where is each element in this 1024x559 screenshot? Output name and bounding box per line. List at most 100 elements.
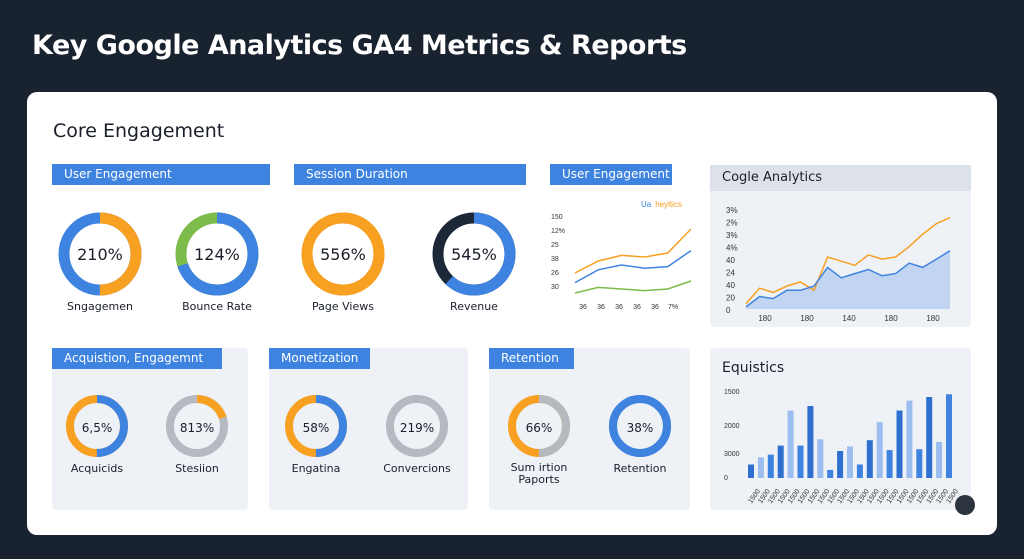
tag-monetization[interactable]: Monetization: [269, 348, 370, 369]
donut-bottom-1-label: Stesiion: [175, 462, 219, 475]
area-chart-ytick: 3%: [726, 231, 738, 240]
equistics-panel: Equistics 1500 2000 3000 0 1500 1500 1500 1500 1…: [710, 348, 971, 510]
tag-acquisition[interactable]: Acquistion, Engagemnt: [52, 348, 222, 369]
bar-chart-bar: [817, 439, 824, 478]
area-chart-ytick: 20: [726, 294, 735, 303]
donut-top-2-label: Page Views: [312, 300, 374, 313]
small-chart-xtick: 36: [651, 304, 659, 311]
bar-chart-bar: [797, 445, 804, 478]
area-chart-ytick: 3%: [726, 206, 738, 215]
bar-chart-bar: [866, 440, 873, 478]
donut-bottom-1-arc: [166, 395, 228, 457]
donut-bottom-3[interactable]: 219%: [382, 391, 452, 466]
analytics-panel-title: Cogle Analytics: [710, 165, 971, 191]
donut-top-3-label: Revenue: [450, 300, 498, 313]
area-chart-fill: [746, 250, 950, 309]
small-chart-ytick: 38: [551, 256, 559, 263]
bar-chart-bar: [748, 464, 754, 478]
donut-top-1-arc: [175, 212, 259, 296]
acquisition-panel: [52, 348, 248, 510]
donut-bottom-2-value: 58%: [303, 421, 330, 435]
donut-bottom-5-label: Retention: [613, 462, 667, 475]
small-chart-ytick: 12%: [551, 228, 565, 235]
bar-chart-bar: [757, 457, 764, 478]
dashboard-card: Core Engagement User Engagement Session …: [27, 92, 997, 535]
bar-chart-bar: [767, 454, 774, 478]
page-title: Key Google Analytics GA4 Metrics & Repor…: [32, 30, 687, 61]
area-chart-xtick: 180: [800, 314, 814, 323]
tag-retention[interactable]: Retention: [489, 348, 574, 369]
area-chart-xtick: 180: [926, 314, 940, 323]
small-chart-series-1: [574, 249, 692, 284]
tag-session-duration[interactable]: Session Duration: [294, 164, 526, 185]
donut-bottom-4-arc: [508, 395, 570, 457]
donut-bottom-0[interactable]: 6,5%: [62, 391, 132, 466]
small-chart-xtick: 36: [615, 304, 623, 311]
donut-bottom-1[interactable]: 813%: [162, 391, 232, 466]
legend-a: Ua: [641, 200, 652, 209]
donut-top-0-value: 210%: [77, 245, 123, 264]
small-chart-ytick: 26: [551, 270, 559, 277]
bar-chart-bar: [876, 422, 883, 478]
small-chart-ytick: 25: [551, 242, 559, 249]
donut-top-0-arc: [58, 212, 142, 296]
donut-bottom-4-value: 66%: [526, 421, 553, 435]
donut-top-3-arc: [432, 212, 516, 296]
area-chart-series-0: [745, 216, 951, 305]
bar-chart-ytick: 2000: [724, 423, 740, 430]
donut-bottom-5-value: 38%: [627, 421, 654, 435]
bar-chart-bar: [886, 450, 893, 478]
bar-chart-bar: [827, 469, 834, 478]
monetization-panel: [269, 348, 468, 510]
donut-bottom-2[interactable]: 58%: [281, 391, 351, 466]
area-chart-ytick: 4%: [726, 244, 738, 253]
bar-chart-bar: [926, 397, 933, 478]
bar-chart-ytick: 0: [724, 475, 728, 482]
bar-chart-bar: [837, 451, 844, 478]
area-chart-series-1: [745, 250, 951, 308]
bar-chart-bar: [856, 464, 863, 478]
donut-bottom-5[interactable]: 38%: [605, 391, 675, 466]
donut-top-2[interactable]: 556%: [296, 207, 390, 306]
donut-bottom-1-value: 813%: [180, 421, 214, 435]
donut-bottom-2-arc: [285, 395, 347, 457]
bar-chart-bar: [946, 394, 952, 478]
donut-bottom-4-label: Sum irtion Paports: [510, 461, 568, 486]
donut-top-2-value: 556%: [320, 245, 366, 264]
donut-top-2-arc: [301, 212, 385, 296]
tag-user-engagement-2[interactable]: User Engagement: [550, 164, 672, 185]
retention-panel: [489, 348, 690, 510]
legend-b: heyltics: [655, 200, 682, 209]
donut-top-0[interactable]: 210%: [53, 207, 147, 306]
donut-bottom-3-label: Convercions: [383, 462, 451, 475]
scroll-indicator[interactable]: [955, 495, 975, 515]
analytics-panel: Cogle Analytics 3% 2% 3% 4% 40 24 40 20 0 180 180 1…: [710, 165, 971, 327]
donut-bottom-2-label: Engatina: [291, 462, 341, 475]
tag-user-engagement[interactable]: User Engagement: [52, 164, 270, 185]
small-chart-series-2: [574, 280, 692, 294]
area-chart-xtick: 140: [842, 314, 856, 323]
small-chart-series-0: [574, 228, 692, 274]
bar-chart-bar: [777, 445, 784, 478]
area-chart-xtick: 180: [758, 314, 772, 323]
small-chart-xtick: 36: [633, 304, 641, 311]
donut-bottom-3-value: 219%: [400, 421, 434, 435]
bar-chart-bar: [906, 400, 913, 478]
donut-bottom-5-arc: [609, 395, 671, 457]
bar-chart-bar: [807, 406, 814, 478]
donut-top-0-label: Sngagemen: [67, 300, 133, 313]
small-chart-xtick: 36: [597, 304, 605, 311]
area-chart-ytick: 0: [726, 306, 731, 315]
small-chart-xtick: 36: [579, 304, 587, 311]
bar-chart-bar: [847, 446, 853, 478]
equistics-panel-title: Equistics: [722, 360, 785, 376]
donut-bottom-0-label: Acquicids: [70, 462, 124, 475]
bar-chart-ytick: 3000: [724, 451, 740, 458]
bar-chart-bar: [916, 449, 923, 478]
donut-top-3[interactable]: 545%: [427, 207, 521, 306]
donut-bottom-4[interactable]: 66%: [504, 391, 574, 466]
bar-chart-bar: [896, 410, 903, 478]
area-chart-ytick: 40: [726, 281, 735, 290]
donut-top-1-label: Bounce Rate: [182, 300, 252, 313]
donut-top-1[interactable]: 124%: [170, 207, 264, 306]
